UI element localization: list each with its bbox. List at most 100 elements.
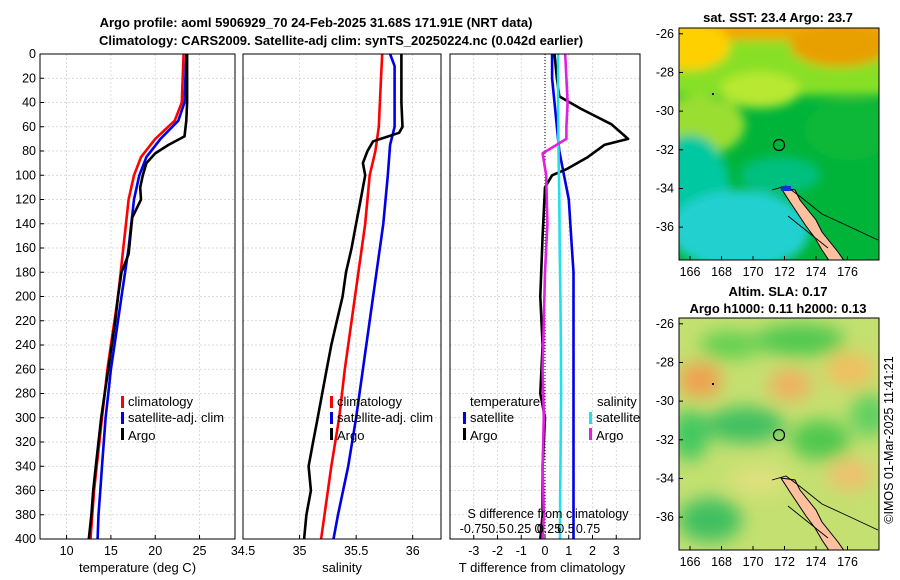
legend-title-salinity: salinity bbox=[597, 394, 637, 409]
map-y-tick-label: -28 bbox=[656, 65, 674, 79]
x-tick-label: 35 bbox=[293, 544, 307, 558]
map-x-tick-label: 176 bbox=[837, 555, 858, 569]
y-tick-label: 200 bbox=[15, 290, 36, 304]
y-tick-label: 300 bbox=[15, 411, 36, 425]
s-difference-ticks: -0.75 0.5 0.25 00.250.5 0.75 bbox=[460, 522, 600, 536]
legend-label-t-argo: Argo bbox=[470, 428, 497, 443]
map-y-tick-label: -30 bbox=[656, 104, 674, 118]
map-y-tick-label: -36 bbox=[656, 220, 674, 234]
y-tick-label: 240 bbox=[15, 338, 36, 352]
y-tick-label: 80 bbox=[22, 144, 36, 158]
y-tick-label: 280 bbox=[15, 387, 36, 401]
legend-title-temperature: temperature bbox=[470, 394, 540, 409]
temperature-legend: climatology satellite-adj. clim Argo bbox=[121, 394, 224, 443]
s-tick-label: 0.5 bbox=[488, 522, 505, 536]
x-tick-label: 10 bbox=[60, 544, 74, 558]
map-x-tick-label: 168 bbox=[711, 265, 732, 279]
series-line-s-satellite bbox=[556, 54, 563, 540]
map-y-tick-label: -36 bbox=[656, 510, 674, 524]
sst-field-texture bbox=[679, 28, 879, 260]
legend-swatch-satellite bbox=[121, 412, 124, 424]
map-x-tick-label: 174 bbox=[806, 555, 827, 569]
y-tick-label: 220 bbox=[15, 314, 36, 328]
y-tick-label: 180 bbox=[15, 265, 36, 279]
s-tick-label: 0.75 bbox=[576, 522, 600, 536]
series-line-satellite-adj-clim bbox=[332, 53, 396, 540]
y-tick-label: 20 bbox=[22, 71, 36, 85]
series-line-satellite-adj-clim bbox=[96, 53, 188, 540]
axes-frame bbox=[242, 53, 442, 540]
legend-swatch-argo bbox=[330, 428, 333, 440]
x-tick-label: -2 bbox=[492, 544, 503, 558]
map-y-tick-label: -32 bbox=[656, 433, 674, 447]
x-tick-label: 36 bbox=[406, 544, 420, 558]
legend-label-t-satellite: satellite bbox=[470, 410, 514, 425]
x-tick-label: 3 bbox=[613, 544, 620, 558]
sla-map-subtitle: Argo h1000: 0.11 h2000: 0.13 bbox=[689, 301, 866, 316]
map-x-tick-label: 174 bbox=[806, 265, 827, 279]
legend-swatch-t-satellite bbox=[463, 412, 466, 424]
salinity-legend: climatology satellite-adj. clim Argo bbox=[330, 394, 433, 443]
series-line-t-satellite bbox=[550, 54, 575, 539]
s-tick-label: 0 bbox=[535, 522, 542, 536]
y-tick-label: 260 bbox=[15, 362, 36, 376]
sst-map: 166 168 170 172 174 176 -26 -28 -30 -32 -34 -36 bbox=[656, 27, 880, 279]
legend-swatch-climatology bbox=[121, 396, 124, 408]
map-x-tick-label: 168 bbox=[711, 555, 732, 569]
x-tick-label: 20 bbox=[148, 544, 162, 558]
series-line-argo bbox=[87, 54, 189, 540]
y-tick-label: 160 bbox=[15, 241, 36, 255]
legend-swatch-t-argo bbox=[463, 428, 466, 440]
y-tick-label: 400 bbox=[15, 532, 36, 546]
legend-label-argo: Argo bbox=[337, 428, 364, 443]
sla-map-frame bbox=[678, 317, 880, 551]
sla-map-title: Altim. SLA: 0.17 bbox=[729, 284, 828, 299]
salinity-panel: 34.5 35 35.5 36 salinity bbox=[231, 53, 442, 575]
y-tick-label: 40 bbox=[22, 96, 36, 110]
legend-label-s-satellite: satellite bbox=[596, 410, 640, 425]
land-north-island bbox=[779, 477, 845, 550]
y-tick-label: 120 bbox=[15, 193, 36, 207]
legend-label-climatology: climatology bbox=[337, 394, 403, 409]
map-y-tick-label: -26 bbox=[656, 27, 674, 41]
sla-field-texture bbox=[679, 324, 879, 542]
x-tick-label: -3 bbox=[468, 544, 479, 558]
legend-label-argo: Argo bbox=[128, 428, 155, 443]
series-line-s-argo bbox=[541, 53, 569, 540]
map-y-tick-label: -30 bbox=[656, 394, 674, 408]
difference-legend: temperature salinity satellite Argo sate… bbox=[463, 394, 640, 443]
legend-label-climatology: climatology bbox=[128, 394, 194, 409]
map-x-tick-label: 166 bbox=[680, 555, 701, 569]
map-x-tick-label: 172 bbox=[774, 265, 795, 279]
series-line-climatology bbox=[319, 53, 384, 540]
difference-panel: -3 -2 -1 0 1 2 3 T difference from climatology bbox=[449, 53, 641, 575]
sla-map: 166 168 170 172 174 176 -26 -28 -30 -32 -34 -36 bbox=[656, 317, 880, 569]
sla-argo-marker bbox=[772, 428, 786, 442]
y-tick-label: 340 bbox=[15, 459, 36, 473]
temperature-panel: 10 15 20 25 temperature (deg C) 0 20 40 60 80 100 1… bbox=[15, 47, 236, 575]
legend-label-s-argo: Argo bbox=[596, 428, 623, 443]
x-tick-label: -1 bbox=[516, 544, 527, 558]
x-tick-label: 0 bbox=[542, 544, 549, 558]
s-tick-label: 0.25 bbox=[507, 522, 531, 536]
legend-swatch-satellite bbox=[330, 412, 333, 424]
map-y-tick-label: -28 bbox=[656, 355, 674, 369]
x-tick-label: 1 bbox=[565, 544, 572, 558]
legend-swatch-s-argo bbox=[589, 428, 592, 440]
sst-map-title: sat. SST: 23.4 Argo: 23.7 bbox=[703, 10, 853, 25]
sst-argo-marker bbox=[772, 138, 786, 152]
legend-swatch-s-satellite bbox=[589, 412, 592, 424]
sst-map-ticks: 166 168 170 172 174 176 -26 -28 -30 -32 -34 -36 bbox=[656, 27, 858, 279]
credit-text: ©IMOS 01-Mar-2025 11:41:21 bbox=[882, 356, 896, 523]
s-tick-label: -0.75 bbox=[460, 522, 489, 536]
x-tick-label: 25 bbox=[193, 544, 207, 558]
map-x-tick-label: 172 bbox=[774, 555, 795, 569]
x-axis-label: temperature (deg C) bbox=[79, 560, 196, 575]
main-title-line1: Argo profile: aoml 5906929_70 24-Feb-202… bbox=[100, 15, 533, 30]
map-x-tick-label: 176 bbox=[837, 265, 858, 279]
x-tick-label: 34.5 bbox=[231, 544, 255, 558]
x-axis-label: T difference from climatology bbox=[459, 560, 626, 575]
x-axis-label: salinity bbox=[322, 560, 362, 575]
x-tick-label: 35.5 bbox=[344, 544, 368, 558]
